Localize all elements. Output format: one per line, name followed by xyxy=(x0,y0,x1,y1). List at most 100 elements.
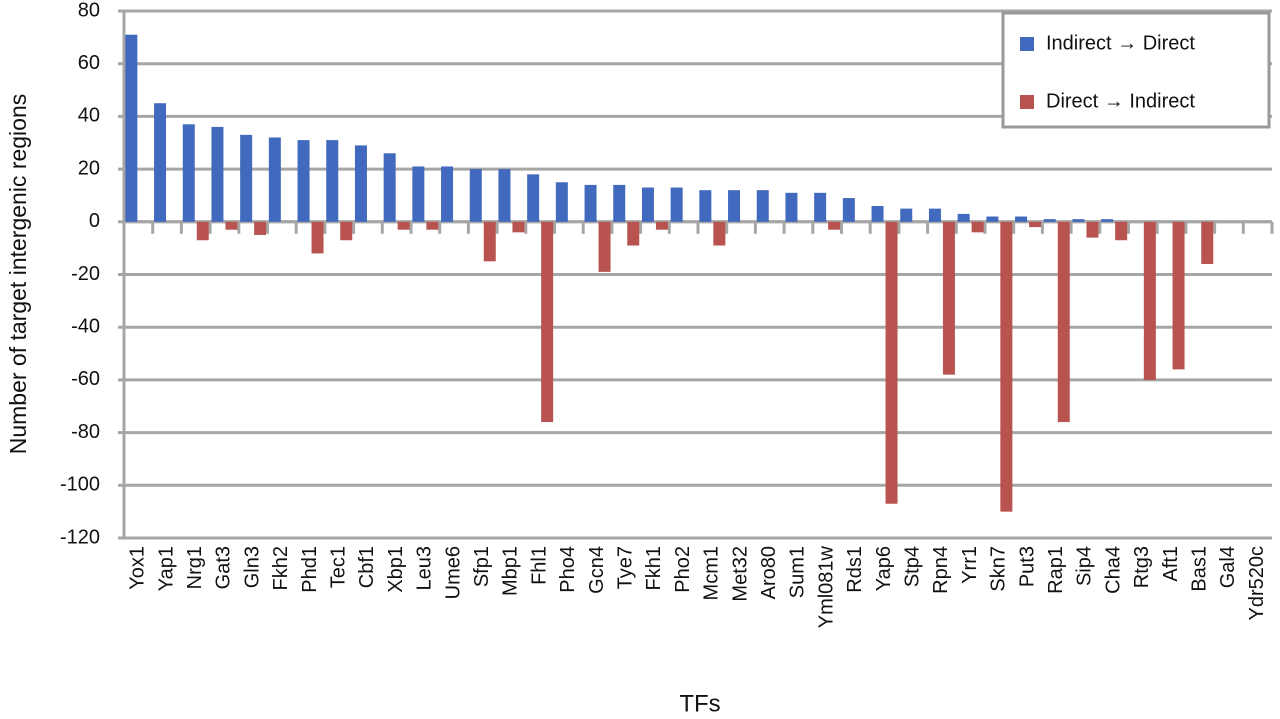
bar xyxy=(297,140,310,222)
bar xyxy=(655,221,668,230)
x-tick-label: Rds1 xyxy=(844,546,866,593)
bar xyxy=(182,124,195,222)
bar xyxy=(986,216,999,222)
x-tick-label: Ydr520c xyxy=(1246,546,1268,621)
legend-swatch xyxy=(1020,37,1034,51)
bar xyxy=(842,198,855,222)
x-tick-label: Mbp1 xyxy=(500,546,522,596)
bar xyxy=(326,140,339,222)
bar xyxy=(498,169,511,222)
bar xyxy=(1101,219,1114,222)
y-tick-label: 60 xyxy=(78,52,100,74)
x-tick-label: Sfp1 xyxy=(471,546,493,587)
x-tick-label: Skn7 xyxy=(988,546,1010,592)
legend-box xyxy=(1001,11,1271,129)
bar xyxy=(1029,221,1042,228)
x-tick-label: Yap6 xyxy=(873,546,895,591)
bar xyxy=(928,208,941,222)
bar xyxy=(598,221,611,272)
x-tick-label: Rtg3 xyxy=(1131,546,1153,588)
y-axis-title: Number of target intergenic regions xyxy=(5,94,31,455)
y-tick-label: 20 xyxy=(78,157,100,179)
bar xyxy=(254,221,267,235)
bar xyxy=(713,221,726,246)
x-tick-label: Gcn4 xyxy=(586,546,608,594)
bar xyxy=(1172,221,1185,370)
x-tick-label: Bas1 xyxy=(1189,546,1211,592)
x-tick-label: Fkh2 xyxy=(270,546,292,590)
bar xyxy=(240,134,253,222)
bar xyxy=(154,103,167,222)
x-tick-label: Tec1 xyxy=(328,546,350,588)
bar xyxy=(1015,216,1028,222)
x-tick-label: Stp4 xyxy=(902,546,924,587)
bar xyxy=(211,126,224,222)
bar xyxy=(1057,221,1070,423)
bar xyxy=(756,190,769,222)
bar xyxy=(483,221,496,262)
bar xyxy=(527,174,540,222)
bar xyxy=(441,166,454,222)
x-tick-label: Yrr1 xyxy=(959,546,981,584)
bar xyxy=(1115,221,1128,241)
bar xyxy=(728,190,741,222)
x-tick-label: Gal4 xyxy=(1217,546,1239,588)
y-tick-label: -120 xyxy=(60,526,100,548)
x-tick-label: Pho4 xyxy=(557,546,579,593)
bar xyxy=(971,221,984,233)
x-axis-title: TFs xyxy=(679,690,720,717)
bar xyxy=(785,192,798,222)
bar xyxy=(670,187,683,222)
bar xyxy=(1201,221,1214,264)
x-tick-label: Met32 xyxy=(729,546,751,602)
bar xyxy=(1000,221,1013,512)
x-tick-label: Rpn4 xyxy=(930,546,952,594)
bar xyxy=(613,184,626,222)
x-tick-label: Cbf1 xyxy=(356,546,378,588)
bar xyxy=(512,221,525,233)
bar xyxy=(641,187,654,222)
bar xyxy=(957,213,970,222)
bar xyxy=(885,221,898,504)
bar xyxy=(196,221,209,241)
legend-swatch xyxy=(1020,95,1034,109)
x-tick-label: Fkh1 xyxy=(643,546,665,590)
x-tick-label: Yap1 xyxy=(155,546,177,591)
bar xyxy=(1043,219,1056,222)
x-tick-label: Sum1 xyxy=(787,546,809,598)
bar xyxy=(354,145,367,222)
bar xyxy=(942,221,955,375)
x-tick-label: Tye7 xyxy=(615,546,637,589)
x-tick-label: Xbp1 xyxy=(385,546,407,593)
bar xyxy=(383,153,396,222)
legend-label: Indirect → Direct xyxy=(1046,32,1195,54)
bar xyxy=(426,221,439,230)
bar xyxy=(828,221,841,230)
x-tick-label: Pho2 xyxy=(672,546,694,593)
x-tick-label: Mcm1 xyxy=(701,546,723,600)
x-tick-label: Yml081w xyxy=(815,545,837,628)
y-tick-label: -40 xyxy=(71,315,100,337)
bar xyxy=(225,221,238,230)
bar xyxy=(125,34,138,222)
bar xyxy=(1072,219,1085,222)
bar xyxy=(555,182,568,222)
y-tick-label: -80 xyxy=(71,421,100,443)
x-tick-label: Nrg1 xyxy=(184,546,206,589)
bar xyxy=(1086,221,1099,238)
bar xyxy=(814,192,827,222)
bar xyxy=(627,221,640,246)
x-tick-label: Cha4 xyxy=(1102,546,1124,594)
bar xyxy=(900,208,913,222)
x-tick-label: Aro80 xyxy=(758,546,780,599)
y-tick-label: 80 xyxy=(78,0,100,21)
x-tick-label: Yox1 xyxy=(127,546,149,590)
legend-label: Direct → Indirect xyxy=(1046,90,1195,112)
x-tick-label: Gat3 xyxy=(213,546,235,589)
bar xyxy=(397,221,410,230)
bar xyxy=(412,166,425,222)
y-tick-label: 40 xyxy=(78,105,100,127)
x-tick-label: Leu3 xyxy=(414,546,436,591)
